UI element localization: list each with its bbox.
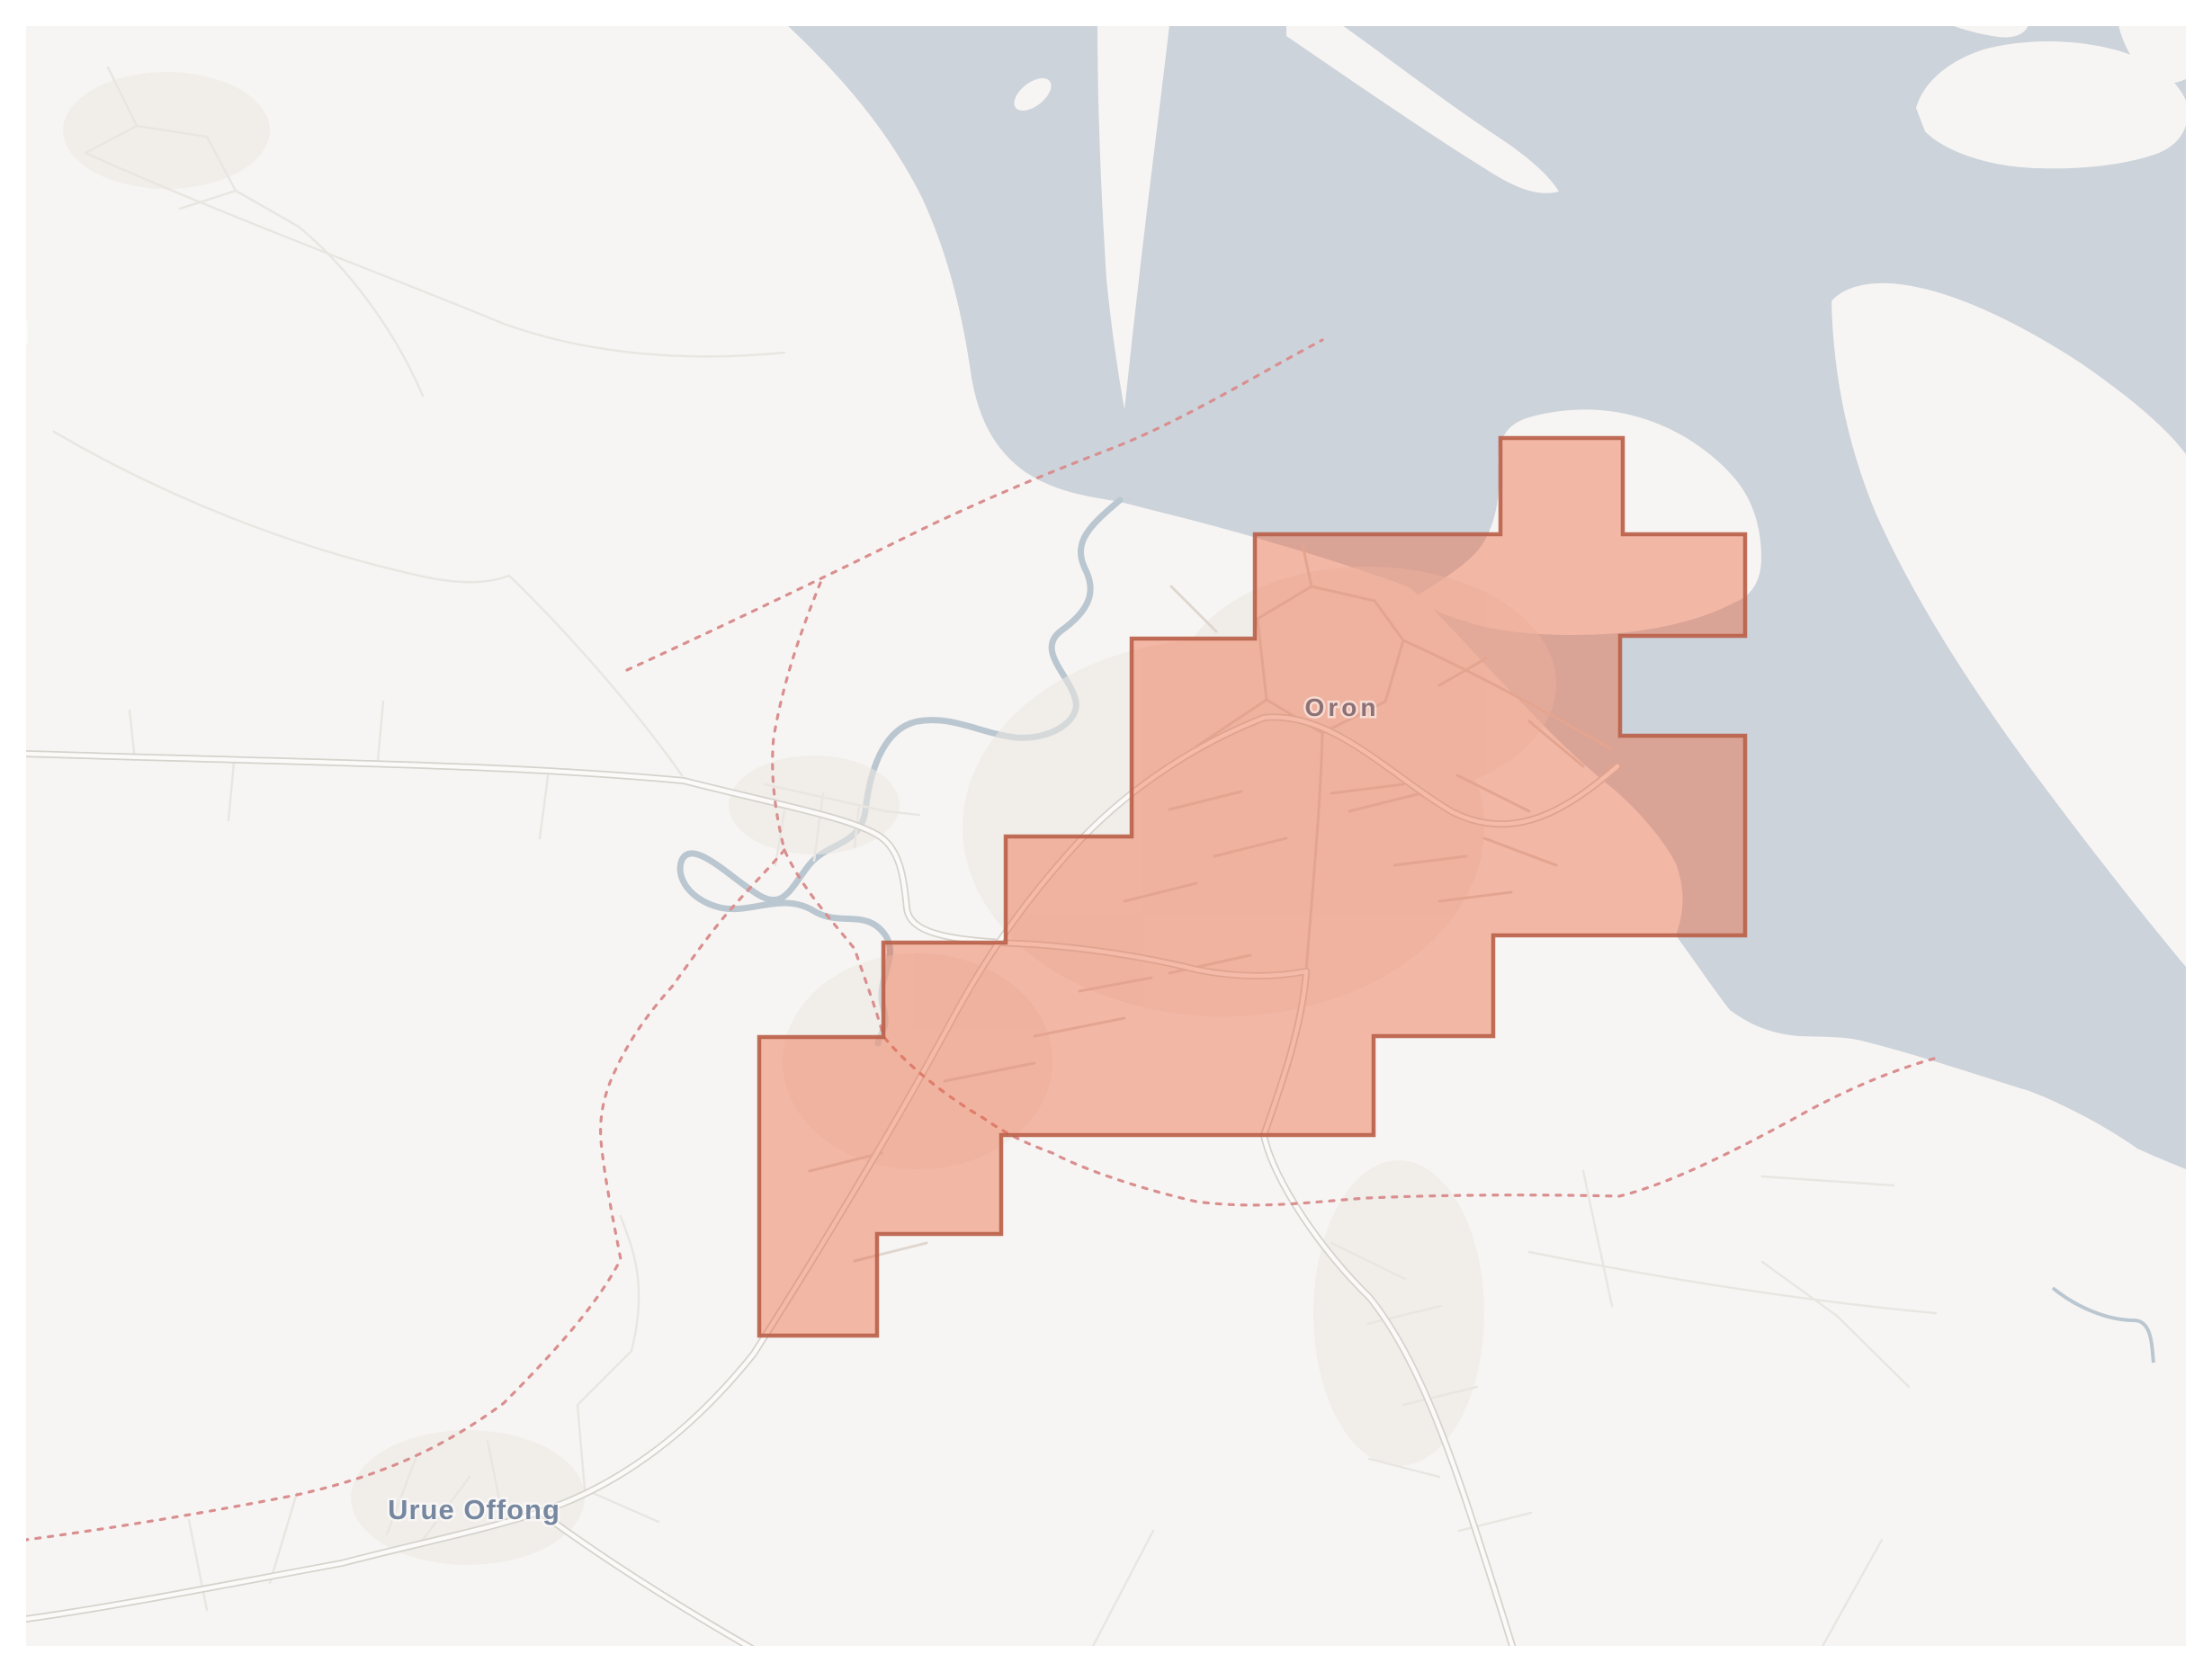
lower-island [1831,282,2186,968]
channel-strip-east [1286,25,1559,193]
selected-region-polygon[interactable] [757,435,1748,1338]
corner-islet-2 [1952,25,2028,38]
major-road-layer [26,713,1621,1647]
creek-south-east [2051,1286,2155,1364]
town-road-layer [808,543,1612,1263]
builtup-layer [63,72,1556,1565]
channel-islet [1014,78,1052,111]
corner-islet [2118,25,2186,84]
place-label-urue-offong: Urue Offong [388,1494,560,1525]
island-layer [1014,25,2186,968]
channel-strip-west [1097,25,1169,409]
minor-road-layer [52,66,1938,1647]
label-layer: Oron Urue Offong i [26,316,1380,1528]
place-label-oron: Oron [1305,693,1380,721]
admin-boundary-layer [26,338,1936,1542]
upper-island [1916,40,2186,169]
